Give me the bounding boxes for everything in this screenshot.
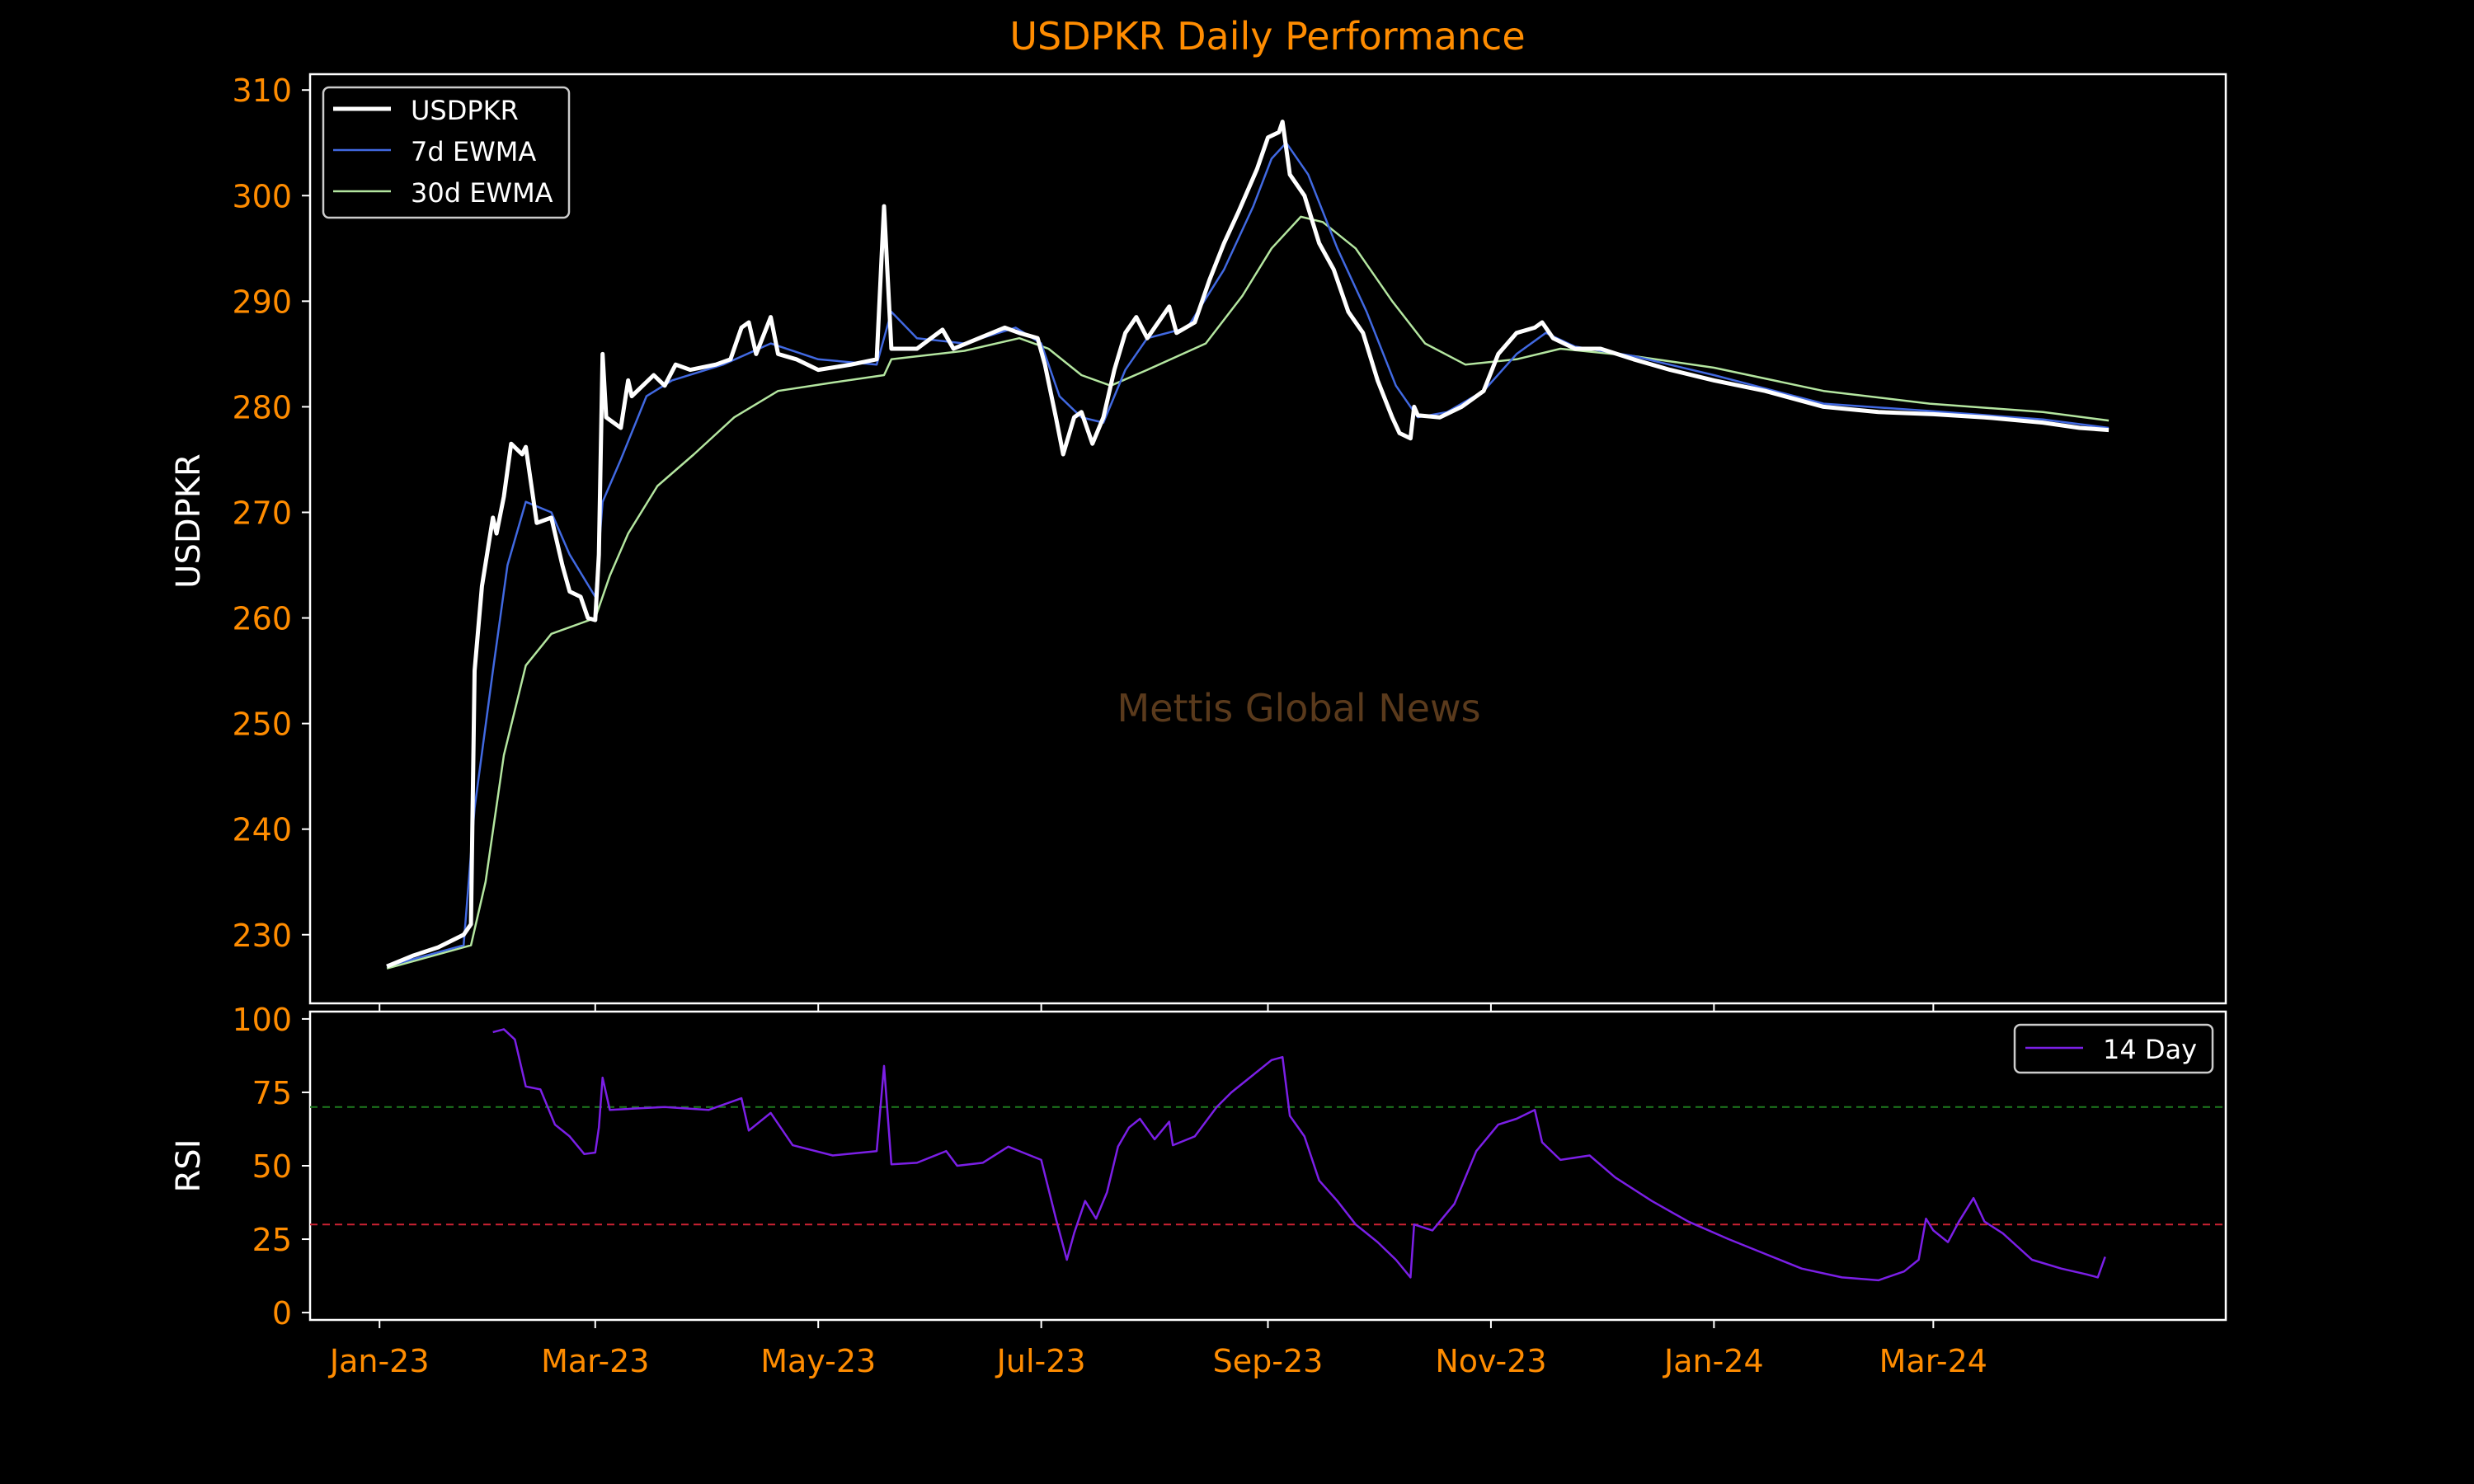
chart-title: USDPKR Daily Performance [1009,14,1525,59]
legend-label-usdpkr: USDPKR [411,95,519,126]
price-legend: USDPKR 7d EWMA 30d EWMA [322,86,571,219]
rsi-ytick-label-3: 75 [252,1075,292,1111]
rsi-ytick-label-2: 50 [252,1148,292,1185]
rsi-reference-lines [310,1106,2226,1226]
watermark-text: Mettis Global News [1117,686,1480,730]
rsi-axes-frame [308,1010,2227,1322]
price-panel: Mettis Global News 230 240 250 260 270 280 290… [170,73,2227,1012]
price-x-ticks [379,1003,1935,1012]
price-ytick-label-8: 310 [232,73,292,109]
rsi-ytick-label-1: 25 [252,1222,292,1258]
price-y-ticks: 230 240 250 260 270 280 290 300 310 [232,73,310,954]
price-series-group [386,120,2109,970]
price-legend-box [322,86,571,219]
rsi-ytick-label-4: 100 [232,1002,292,1038]
price-ytick-label-2: 250 [232,707,292,743]
rsi-legend-box [2013,1023,2214,1074]
rsi-xtick-label-5: Nov-23 [1435,1343,1546,1379]
rsi-series-line-0 [492,1028,2106,1282]
legend-label-30d-ewma: 30d EWMA [411,177,553,209]
rsi-xtick-label-6: Jan-24 [1663,1343,1764,1379]
rsi-y-axis-label: RSI [170,1139,208,1193]
rsi-xtick-label-4: Sep-23 [1213,1343,1324,1379]
price-ytick-label-3: 260 [232,601,292,637]
rsi-x-ticks: Jan-23 Mar-23 May-23 Jul-23 Sep-23 Nov-23 Jan-… [328,1320,1987,1379]
price-ytick-label-4: 270 [232,495,292,531]
rsi-xtick-label-0: Jan-23 [328,1343,430,1379]
legend-label-7d-ewma: 7d EWMA [411,136,536,167]
price-ytick-label-5: 280 [232,389,292,425]
price-ytick-label-7: 300 [232,178,292,214]
rsi-xtick-label-1: Mar-23 [541,1343,649,1379]
price-axes-frame [308,73,2227,1005]
price-y-axis-label: USDPKR [170,453,208,589]
rsi-xtick-label-3: Jul-23 [995,1343,1086,1379]
price-series-line-2 [386,215,2109,970]
rsi-series-group [492,1028,2106,1282]
price-ytick-label-1: 240 [232,812,292,848]
rsi-legend: 14 Day [2013,1023,2214,1074]
rsi-panel: 0 25 50 75 100 Jan-23 Mar-23 May-23 Jul-23 Sep-2… [170,1002,2227,1379]
price-series-line-1 [386,141,2109,968]
price-series-line-0 [386,120,2109,969]
price-ytick-label-0: 230 [232,918,292,954]
legend-label-14-day: 14 Day [2103,1034,2197,1065]
rsi-ytick-label-0: 0 [272,1295,292,1331]
price-ytick-label-6: 290 [232,284,292,320]
rsi-y-ticks: 0 25 50 75 100 [232,1002,310,1331]
rsi-xtick-label-7: Mar-24 [1879,1343,1987,1379]
rsi-xtick-label-2: May-23 [760,1343,876,1379]
